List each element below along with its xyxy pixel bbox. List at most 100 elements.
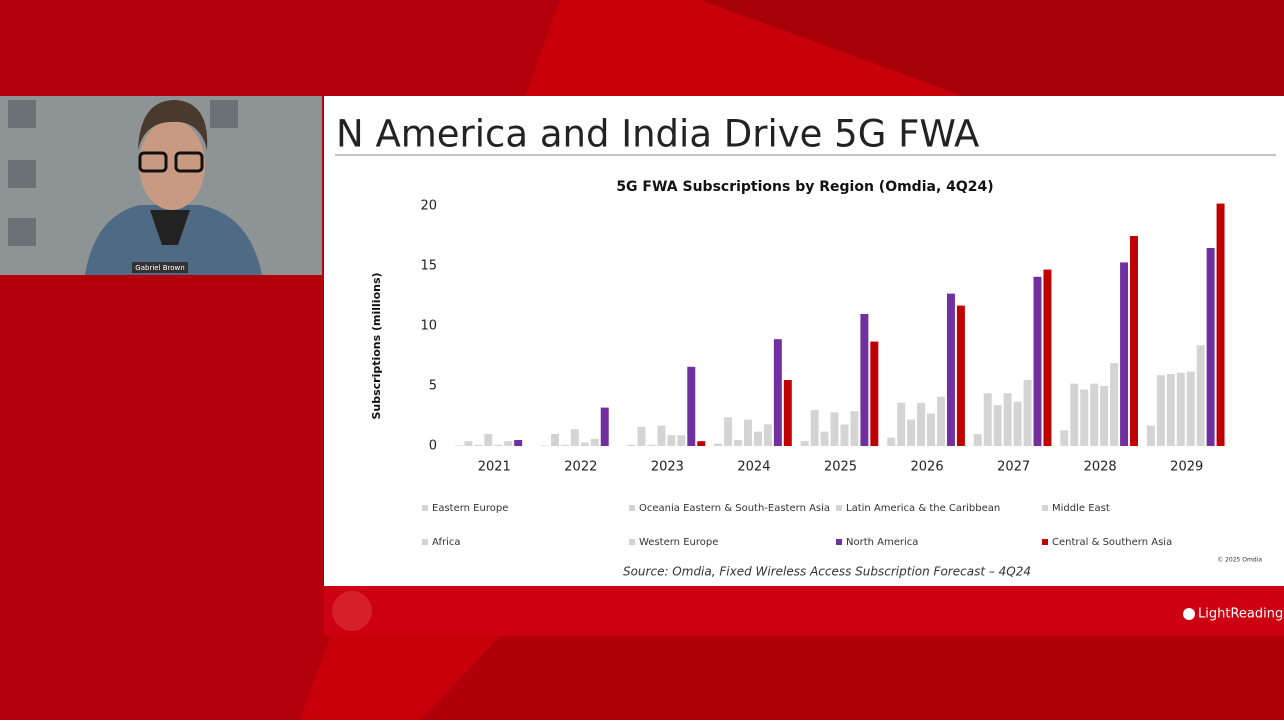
person-head [139, 120, 205, 210]
bar [637, 426, 646, 446]
legend-swatch [836, 505, 842, 511]
bar [541, 445, 549, 446]
name-tag [132, 262, 188, 273]
bar [946, 293, 955, 446]
legend-label: Western Europe [639, 537, 718, 548]
footer [324, 586, 1284, 636]
bar [1013, 401, 1022, 446]
bar [1080, 389, 1089, 446]
bar [734, 440, 742, 446]
bar [627, 444, 636, 446]
legend-label: Eastern Europe [432, 503, 508, 514]
bar [917, 402, 926, 446]
x-tick-label: 2022 [564, 460, 597, 475]
glasses [138, 151, 168, 173]
bar [763, 424, 772, 446]
y-tick-label: 20 [420, 199, 437, 214]
y-tick-label: 5 [429, 379, 437, 394]
footer-logo: LightReading [1198, 607, 1283, 622]
bar [714, 443, 723, 446]
bar [1033, 276, 1042, 446]
backdrop-logo [8, 100, 36, 128]
y-tick-label: 10 [420, 319, 437, 334]
bar [1090, 383, 1099, 446]
person-shirt [150, 210, 190, 245]
bar [1130, 236, 1138, 446]
bar [1206, 248, 1215, 446]
bar [504, 441, 513, 446]
x-tick-label: 2024 [737, 460, 770, 475]
backdrop-logo [8, 160, 36, 188]
bar [810, 410, 819, 446]
person-hair [138, 100, 208, 150]
source: Source: Omdia, Fixed Wireless Access Sub… [623, 565, 1031, 579]
bar [657, 425, 666, 446]
bar [1043, 269, 1052, 446]
bar [1176, 372, 1185, 446]
bar [907, 419, 916, 446]
legend-swatch [836, 539, 842, 545]
bar [850, 411, 859, 446]
bar [724, 417, 733, 446]
bar [1196, 345, 1205, 446]
x-tick-label: 2028 [1084, 460, 1117, 475]
legend-label: North America [846, 537, 918, 548]
bg-shape [700, 0, 1284, 300]
bar [1100, 386, 1109, 446]
bar [677, 435, 686, 446]
bar [753, 431, 762, 446]
bar [840, 424, 849, 446]
bar [464, 441, 473, 446]
bar [743, 419, 752, 446]
bar [1110, 363, 1119, 446]
legend-label: Africa [432, 537, 461, 548]
legend-swatch [629, 539, 635, 545]
x-tick-label: 2027 [997, 460, 1030, 475]
bar [860, 314, 869, 446]
slide-title: N America and India Drive 5G FWA [336, 113, 979, 156]
bar [697, 441, 706, 446]
copyright: © 2025 Omdia [1217, 557, 1262, 564]
bar [1070, 383, 1079, 446]
legend-label: Central & Southern Asia [1052, 537, 1172, 548]
bar [687, 366, 696, 446]
bar [454, 445, 463, 446]
bar [1156, 375, 1165, 446]
bar [1186, 371, 1195, 446]
bar [993, 405, 1002, 446]
bar [600, 407, 609, 446]
bar [927, 413, 936, 446]
backdrop-logo [210, 100, 238, 128]
bar [897, 402, 906, 446]
backdrop-logo [8, 218, 36, 246]
bar [830, 412, 839, 446]
bar [560, 444, 569, 446]
bar [800, 441, 809, 446]
y-axis-label: Subscriptions (millions) [370, 272, 383, 419]
bar [667, 435, 676, 446]
bar [590, 438, 599, 446]
bar [887, 437, 896, 446]
bar [1003, 393, 1012, 446]
legend-swatch [1042, 505, 1048, 511]
bar [820, 431, 829, 446]
legend-swatch [629, 505, 635, 511]
bar [1060, 430, 1069, 446]
bg-shape [420, 636, 1284, 720]
bar [1146, 425, 1155, 446]
y-tick-label: 15 [420, 259, 437, 274]
x-tick-label: 2029 [1170, 460, 1203, 475]
bar [1120, 262, 1129, 446]
legend-label: Latin America & the Caribbean [846, 503, 1000, 514]
bar [474, 444, 483, 446]
legend-swatch [422, 539, 428, 545]
glasses [174, 151, 204, 173]
chart-title: 5G FWA Subscriptions by Region (Omdia, 4… [616, 179, 993, 195]
legend-swatch [422, 505, 428, 511]
legend-label: Middle East [1052, 503, 1110, 514]
bar [514, 440, 523, 446]
bar [783, 380, 792, 446]
legend-label: Oceania Eastern & South-Eastern Asia [639, 503, 830, 514]
